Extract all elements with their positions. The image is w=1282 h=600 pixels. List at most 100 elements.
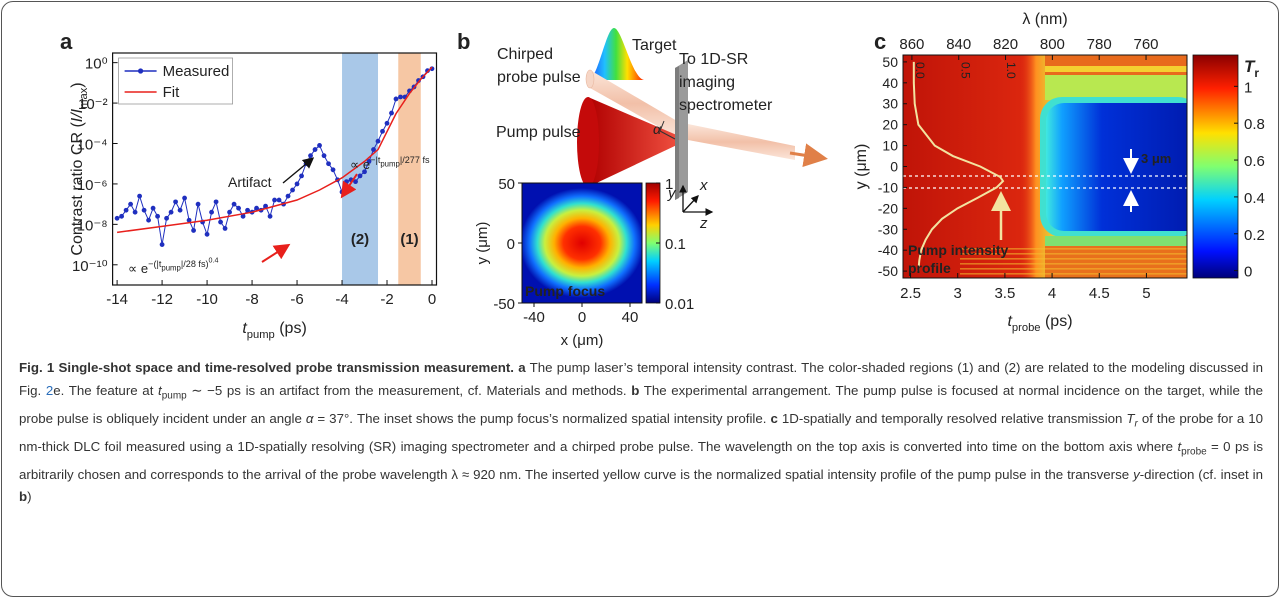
image-region: [1045, 246, 1187, 278]
x-tick-label: 3.5: [994, 285, 1015, 302]
data-point: [164, 215, 169, 221]
image-stripe: [960, 253, 1187, 255]
data-point: [317, 143, 322, 148]
image-region: [1046, 103, 1187, 231]
x-tick-label: 5: [1142, 285, 1150, 302]
caption-segment: ): [27, 489, 32, 505]
profile-tick-label: 0.5: [959, 62, 973, 79]
data-point: [330, 167, 336, 173]
data-point: [218, 219, 223, 225]
data-point: [227, 209, 232, 215]
text-segment: T: [1244, 57, 1256, 76]
axis-title: y (μm): [474, 222, 491, 265]
panel-label: b: [457, 29, 470, 54]
caption-segment: 2: [45, 382, 54, 398]
profile-tick-label: 0.0: [913, 62, 927, 79]
data-point: [366, 159, 372, 164]
colorbar-tick-label: 0.4: [1244, 190, 1265, 207]
text-segment: pump: [247, 329, 275, 341]
axis-title: Contrast ratio CR (I/Imax): [69, 82, 90, 255]
x-tick-label: -6: [290, 291, 303, 308]
x-tick-label: -2: [380, 291, 393, 308]
image-region: [1045, 66, 1187, 72]
data-point: [393, 96, 399, 102]
caption-segment: ∼ −5 ps is an artifact from the measurem…: [186, 382, 632, 398]
data-point: [384, 120, 390, 126]
x-tick-label: -8: [245, 291, 258, 308]
diagram-label: Target: [632, 37, 677, 54]
data-point: [177, 207, 183, 213]
data-point: [380, 128, 385, 134]
x-tick-label: -4: [335, 291, 348, 308]
text-segment: −(|t: [148, 259, 162, 269]
caption-segment: α: [305, 410, 314, 426]
data-point: [290, 187, 295, 193]
axis-title: y (μm): [853, 144, 870, 190]
x-tick-label: 0: [578, 309, 586, 326]
y-tick-label: 10⁻⁸: [77, 217, 108, 234]
data-point: [195, 201, 201, 207]
panel-label: c: [874, 29, 886, 54]
data-point: [209, 209, 214, 215]
data-point: [119, 213, 124, 219]
image-stripe: [960, 268, 1187, 270]
data-point: [213, 199, 219, 205]
transmission-image: [903, 55, 1187, 278]
caption-segment: The pump laser’s temporal intensity cont…: [19, 360, 1263, 398]
diagram-label: imaging: [679, 74, 735, 91]
shaded-region: [398, 53, 421, 285]
text-segment: Contrast ratio CR (: [69, 122, 86, 256]
text-segment: ∝ e: [128, 261, 148, 276]
y-tick-label: 10⁻²: [78, 96, 108, 113]
x-tick-label: 4.5: [1089, 285, 1110, 302]
shaded-region: [342, 53, 379, 285]
data-point: [375, 138, 381, 144]
data-point: [123, 207, 129, 213]
colorbar-tick-label: 0.8: [1244, 116, 1265, 133]
text-segment: t: [1007, 313, 1012, 330]
image-region: [1045, 236, 1187, 246]
axis-title: tpump (ps): [242, 320, 306, 341]
target-edge: [675, 66, 679, 200]
y-tick-label: -20: [878, 200, 898, 216]
y-tick-label: -50: [878, 263, 898, 279]
data-point: [146, 217, 151, 223]
axis-title: tprobe (ps): [1007, 313, 1072, 334]
y-tick-label: 10⁻⁴: [77, 137, 108, 154]
x2-tick-label: 760: [1134, 36, 1159, 53]
text-segment: ): [69, 82, 86, 87]
x2-tick-label: 800: [1040, 36, 1065, 53]
caption-segment: t: [158, 382, 162, 398]
data-point: [285, 193, 291, 199]
image-stripe: [960, 258, 1187, 260]
data-point: [321, 153, 327, 159]
colorbar-tick-label: 0.1: [665, 236, 686, 253]
text-segment: (ps): [275, 320, 307, 337]
axis-label: z: [699, 215, 708, 232]
text-segment: I/I: [69, 108, 86, 122]
x-tick-label: -40: [523, 309, 545, 326]
data-point: [254, 205, 259, 211]
transmitted-beam: [688, 124, 795, 160]
pump-cone-base: [577, 97, 599, 187]
probe-beam: [590, 70, 677, 137]
profile-tick-label: 1.0: [1004, 62, 1018, 79]
data-point: [299, 173, 304, 179]
annotation-arrow: [282, 157, 315, 184]
x-tick-label: -12: [151, 291, 173, 308]
data-point: [326, 161, 331, 167]
y-tick-label: 50: [882, 54, 898, 70]
x2-tick-label: 860: [899, 36, 924, 53]
data-point: [272, 197, 277, 203]
colorbar-tick-label: 1: [1244, 79, 1252, 96]
y-tick-label: 40: [882, 75, 898, 91]
text-segment: max: [78, 87, 90, 109]
data-point: [132, 209, 138, 215]
y-tick-label: -50: [493, 296, 515, 313]
annotation: 3 μm: [1141, 151, 1171, 166]
caption-segment: = 37°. The inset shows the pump focus’s …: [313, 410, 771, 426]
data-point: [128, 201, 133, 207]
data-point: [263, 203, 268, 209]
